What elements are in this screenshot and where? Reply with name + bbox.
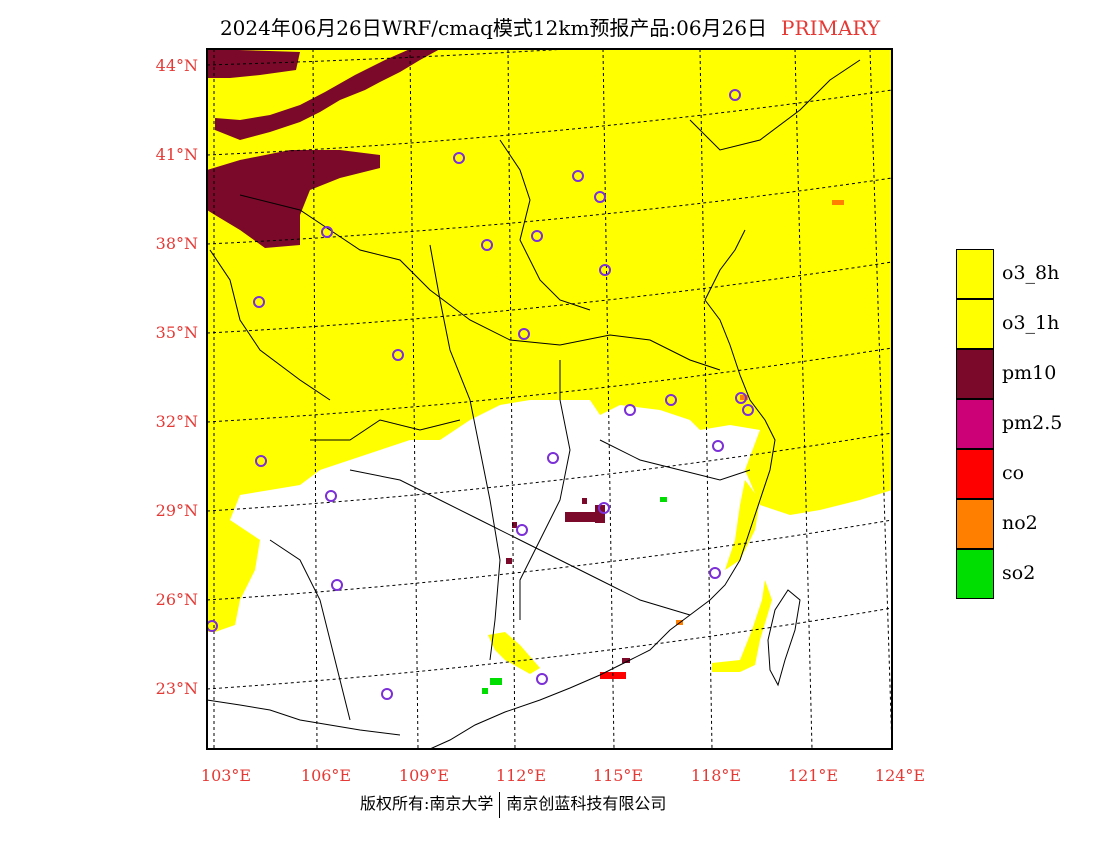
lon-label: 124°E <box>875 766 925 785</box>
legend-label: pm10 <box>1002 362 1057 384</box>
lat-label: 32°N <box>156 412 198 431</box>
legend-swatch <box>956 349 994 399</box>
footer-divider <box>499 791 501 818</box>
lon-label: 118°E <box>691 766 741 785</box>
o3-region-north <box>207 49 892 632</box>
legend-swatch <box>956 399 994 449</box>
copyright-footer: 版权所有:南京大学 南京创蓝科技有限公司 <box>360 790 666 818</box>
lon-label: 106°E <box>301 766 351 785</box>
lat-label: 23°N <box>156 679 198 698</box>
o3-region-coast <box>725 480 760 570</box>
legend-label: pm2.5 <box>1002 412 1063 434</box>
legend-label: no2 <box>1002 512 1038 534</box>
legend-label: o3_8h <box>1002 262 1060 284</box>
lon-label: 109°E <box>399 766 449 785</box>
legend-swatch <box>956 499 994 549</box>
lat-label: 44°N <box>156 56 198 75</box>
lat-label: 41°N <box>156 145 198 164</box>
lat-label: 38°N <box>156 234 198 253</box>
legend-label: so2 <box>1002 562 1036 584</box>
legend-swatch <box>956 249 994 299</box>
title-text: 2024年06月26日WRF/cmaq模式12km预报产品:06月26日 <box>219 16 768 40</box>
o3-region-south <box>488 632 540 674</box>
map-title: 2024年06月26日WRF/cmaq模式12km预报产品:06月26日 PRIM… <box>0 12 1100 41</box>
lat-label: 35°N <box>156 323 198 342</box>
lon-label: 121°E <box>788 766 838 785</box>
primary-tag: PRIMARY <box>781 16 881 40</box>
lat-label: 26°N <box>156 590 198 609</box>
legend-swatch <box>956 549 994 599</box>
footer-left: 版权所有:南京大学 <box>360 794 494 813</box>
o3-region-taiwan <box>712 580 772 672</box>
lon-label: 112°E <box>496 766 546 785</box>
lon-label: 103°E <box>201 766 251 785</box>
lat-label: 29°N <box>156 501 198 520</box>
legend-label: o3_1h <box>1002 312 1060 334</box>
lon-label: 115°E <box>593 766 643 785</box>
legend-label: co <box>1002 462 1025 484</box>
legend-swatch <box>956 449 994 499</box>
pm10-region <box>207 49 440 248</box>
map-frame <box>206 48 893 750</box>
legend-swatch <box>956 299 994 349</box>
footer-right: 南京创蓝科技有限公司 <box>506 794 667 813</box>
